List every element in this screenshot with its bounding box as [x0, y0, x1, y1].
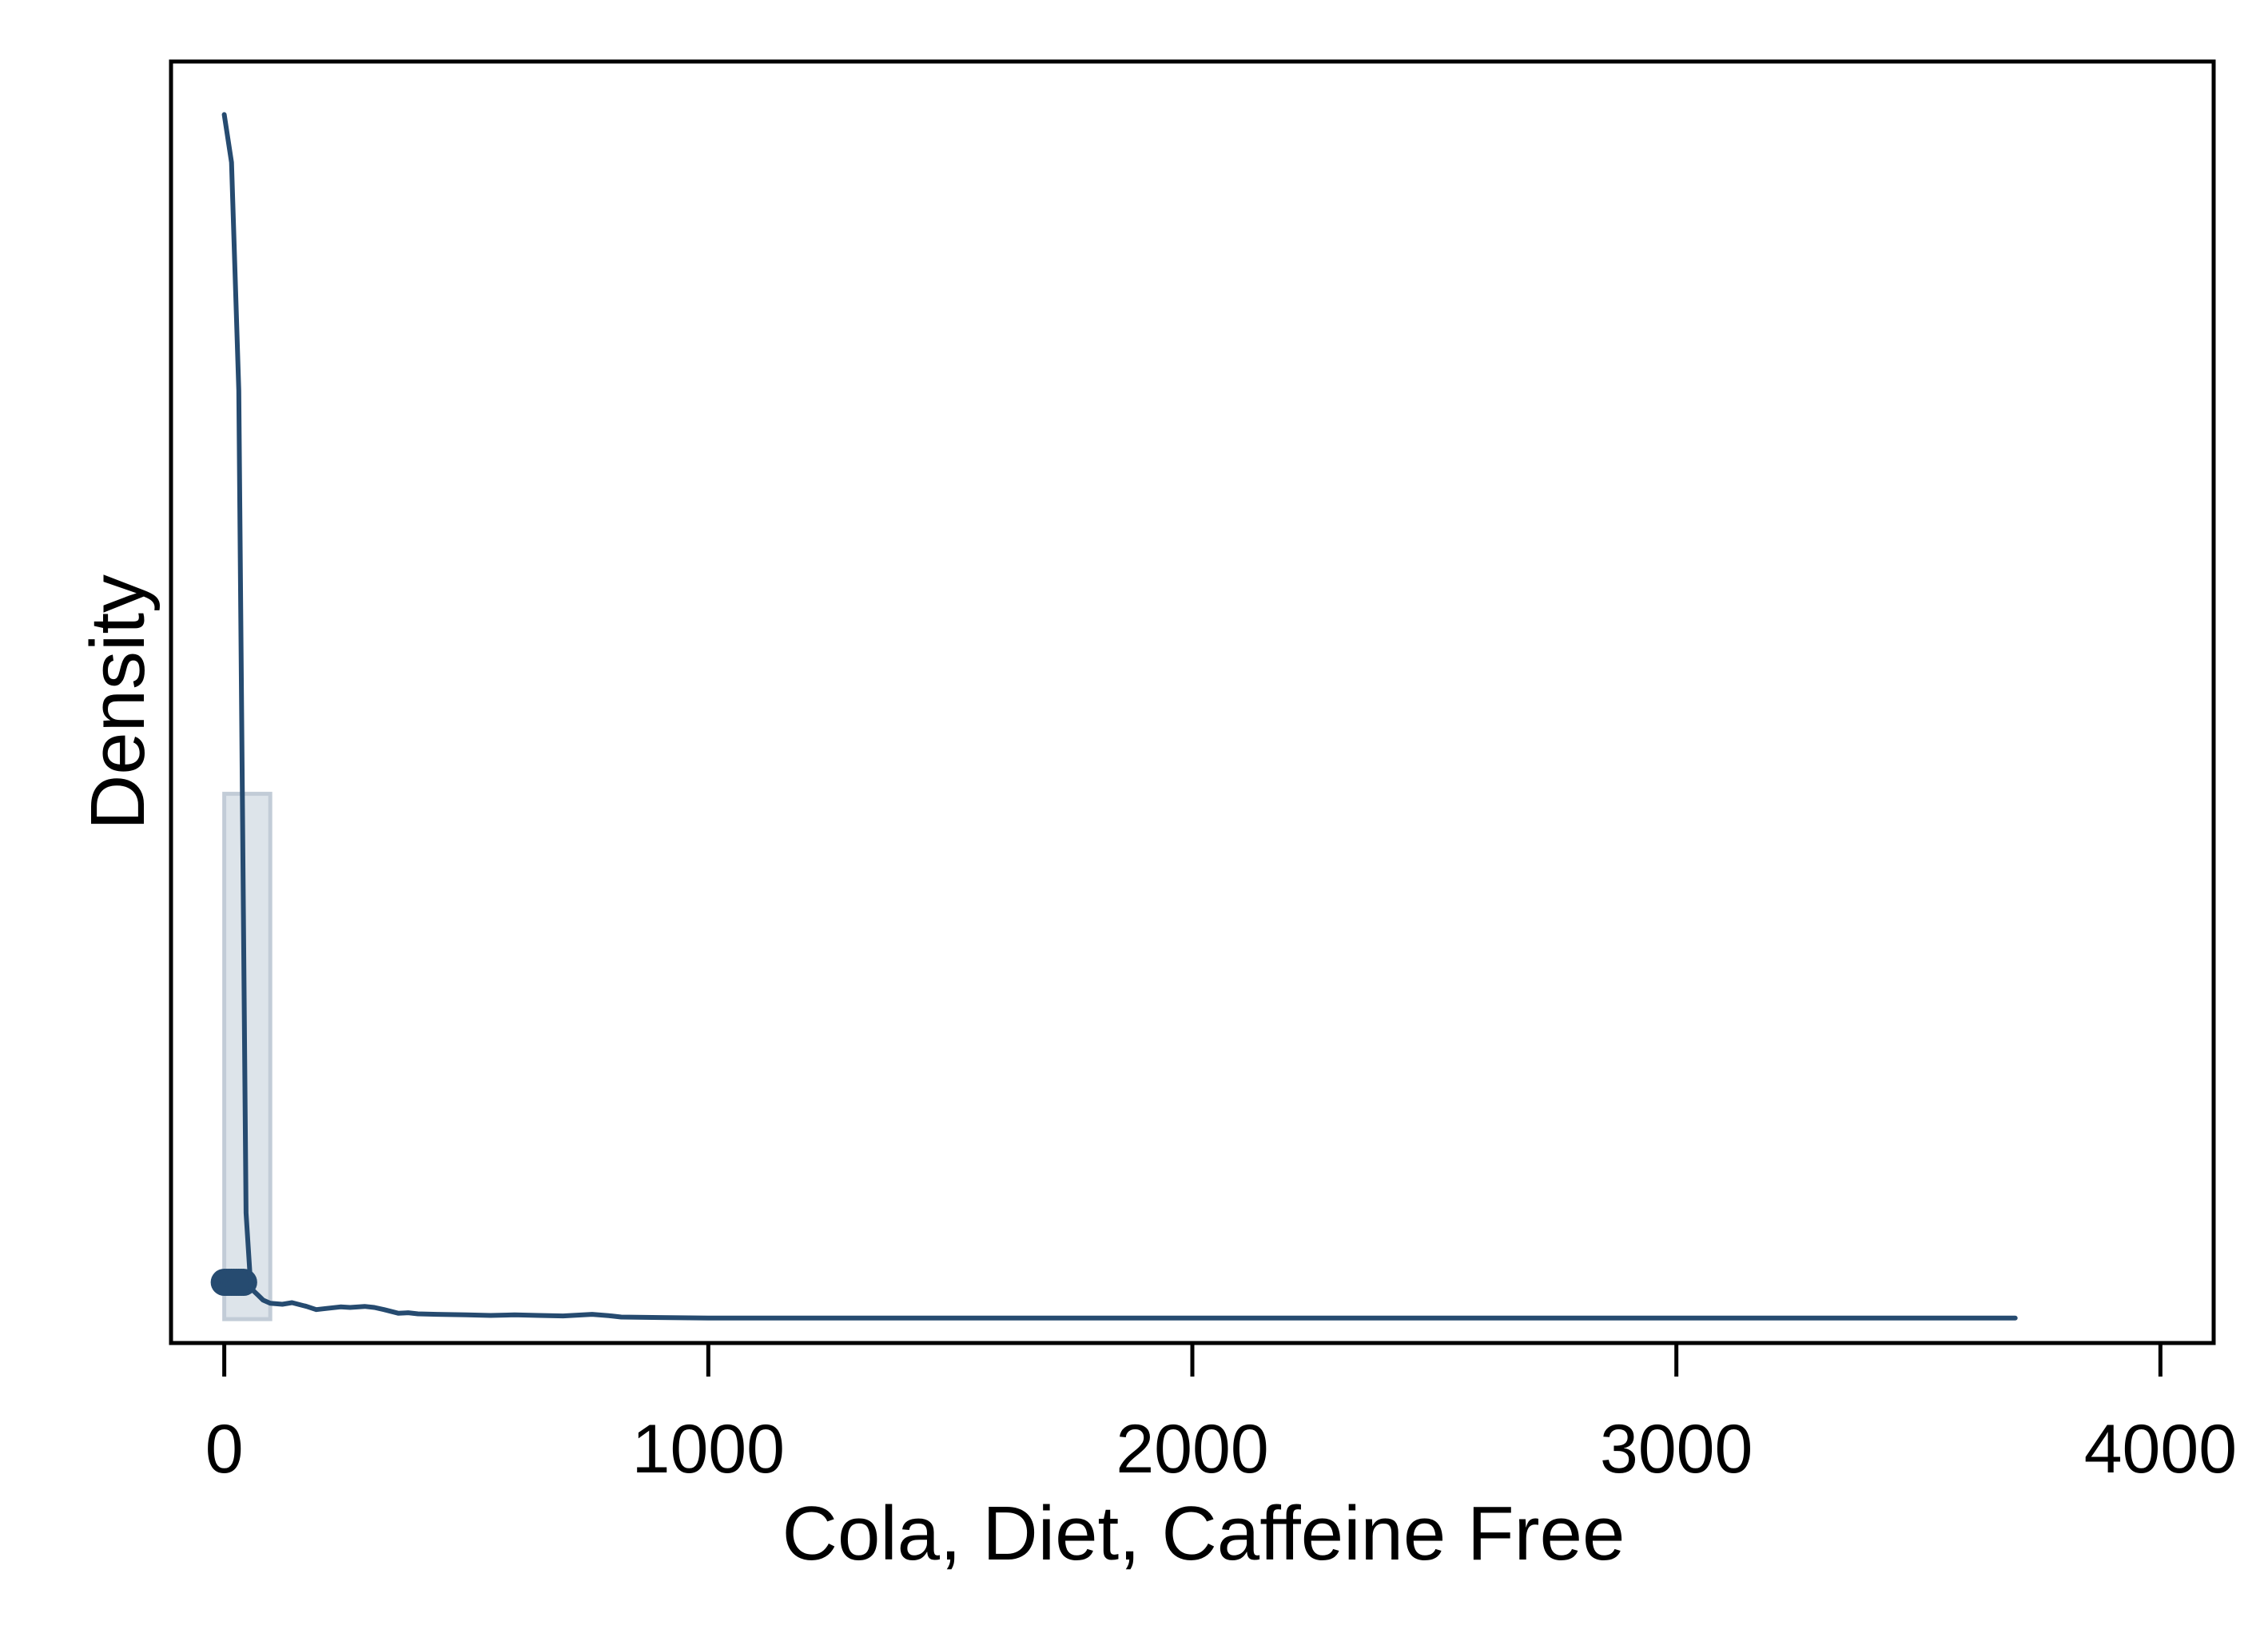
x-tick-label-0: 0 [205, 1411, 244, 1488]
density-curve-group [221, 112, 2018, 1321]
density-curve [221, 112, 2018, 1321]
x-tick-label-3000: 3000 [1600, 1411, 1753, 1488]
x-axis-title: Cola, Diet, Caffeine Free [782, 1491, 1625, 1576]
rug-marks [210, 1269, 257, 1296]
x-tick-label-1000: 1000 [632, 1411, 785, 1488]
plot-frame [169, 59, 2216, 1345]
x-axis: 0 1000 2000 3000 4000 [205, 1343, 2237, 1488]
x-tick-label-4000: 4000 [2084, 1411, 2237, 1488]
x-tick-label-2000: 2000 [1116, 1411, 1268, 1488]
y-axis-title: Density [75, 574, 161, 830]
